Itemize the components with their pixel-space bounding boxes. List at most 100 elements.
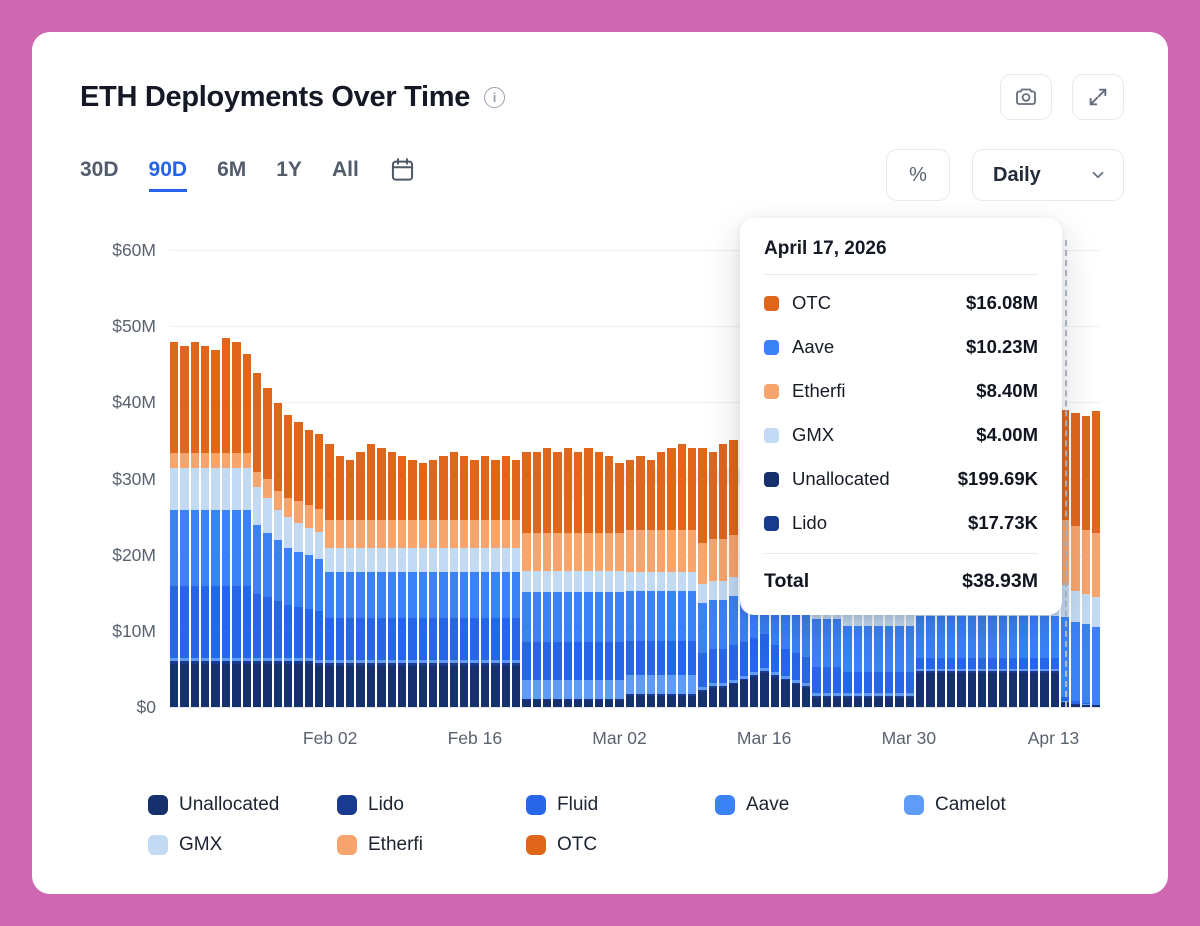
bar-segment-etherfi (553, 532, 562, 571)
chart-bar[interactable] (366, 444, 376, 707)
bar-segment-etherfi (304, 505, 314, 529)
chart-bar[interactable] (221, 338, 231, 707)
chart-bar[interactable] (283, 414, 293, 707)
legend-item-gmx[interactable]: GMX (148, 830, 337, 860)
chart-bar[interactable] (677, 444, 686, 707)
chart-bar[interactable] (542, 448, 552, 707)
tab-1y[interactable]: 1Y (276, 158, 302, 181)
chart-bar[interactable] (408, 459, 417, 707)
chart-bar[interactable] (636, 455, 645, 707)
bar-segment-gmx (636, 572, 645, 592)
bar-segment-lido (833, 696, 842, 698)
bar-segment-gmx (335, 547, 345, 573)
chart-bar[interactable] (491, 459, 500, 707)
chart-bar[interactable] (346, 459, 355, 707)
chart-bar[interactable] (252, 372, 262, 707)
bar-segment-gmx (180, 467, 189, 510)
chart-bar[interactable] (180, 346, 189, 707)
chart-bar[interactable] (170, 342, 179, 707)
chart-bar[interactable] (594, 451, 604, 707)
bar-segment-camelot (563, 679, 573, 699)
calendar-button[interactable] (389, 156, 416, 183)
tab-90d[interactable]: 90D (148, 158, 188, 192)
chart-bar[interactable] (325, 444, 334, 707)
interval-dropdown[interactable]: Daily (972, 149, 1124, 201)
chart-bar[interactable] (553, 451, 562, 707)
chart-bar[interactable] (698, 448, 707, 707)
chart-bar[interactable] (667, 448, 676, 707)
chart-bar[interactable] (397, 455, 407, 707)
chart-bar[interactable] (273, 403, 282, 707)
chart-bar[interactable] (232, 342, 241, 707)
bar-segment-lido (522, 698, 531, 701)
chart-bar[interactable] (1071, 413, 1080, 707)
info-icon[interactable]: i (484, 86, 506, 108)
chart-bar[interactable] (708, 451, 718, 707)
bar-segment-fluid (719, 649, 728, 684)
screenshot-button[interactable] (1000, 74, 1052, 120)
chart-bar[interactable] (263, 387, 272, 707)
legend-item-lido[interactable]: Lido (337, 790, 526, 820)
chart-bar[interactable] (211, 349, 220, 707)
bar-segment-fluid (677, 640, 686, 676)
bar-segment-etherfi (346, 520, 355, 548)
bar-segment-gmx (263, 498, 272, 533)
chart-bar[interactable] (428, 459, 438, 707)
bar-segment-etherfi (315, 509, 324, 532)
chart-bar[interactable] (625, 459, 635, 707)
chart-bar[interactable] (377, 448, 386, 707)
chart-bar[interactable] (439, 455, 448, 707)
chart-bar[interactable] (511, 459, 521, 707)
chart-tooltip: April 17, 2026 OTC $16.08M Aave $10.23M Ethe… (740, 218, 1062, 615)
chart-bar[interactable] (201, 346, 210, 707)
chart-bar[interactable] (687, 448, 697, 707)
tab-all[interactable]: All (331, 158, 359, 181)
bar-segment-camelot (729, 679, 738, 683)
chart-bar[interactable] (574, 451, 583, 707)
legend-item-etherfi[interactable]: Etherfi (337, 830, 526, 860)
chart-bar[interactable] (449, 451, 459, 707)
percent-toggle-button[interactable]: % (886, 149, 950, 201)
bar-segment-fluid (511, 617, 521, 660)
bar-segment-etherfi (263, 479, 272, 499)
legend-item-fluid[interactable]: Fluid (526, 790, 715, 820)
bar-segment-unallocated (1081, 705, 1090, 707)
legend-item-aave[interactable]: Aave (715, 790, 904, 820)
bar-segment-lido (687, 694, 697, 696)
chart-bar[interactable] (532, 451, 541, 707)
chart-bar[interactable] (460, 455, 469, 707)
chart-bar[interactable] (605, 455, 614, 707)
expand-button[interactable] (1072, 74, 1124, 120)
bar-segment-otc (656, 451, 666, 531)
chart-bar[interactable] (335, 455, 345, 707)
chart-bar[interactable] (656, 451, 666, 707)
bar-segment-lido (594, 698, 604, 701)
chart-bar[interactable] (729, 440, 738, 707)
chart-bar[interactable] (563, 448, 573, 707)
bar-segment-gmx (491, 547, 500, 573)
chart-bar[interactable] (190, 342, 200, 707)
legend-item-camelot[interactable]: Camelot (904, 790, 1093, 820)
tab-6m[interactable]: 6M (217, 158, 247, 181)
chart-bar[interactable] (356, 451, 365, 707)
chart-bar[interactable] (294, 422, 303, 707)
chart-bar[interactable] (584, 448, 593, 707)
chart-bar[interactable] (501, 455, 510, 707)
chart-bar[interactable] (1081, 416, 1090, 707)
chart-bar[interactable] (315, 433, 324, 707)
bar-segment-unallocated (470, 665, 479, 707)
chart-bar[interactable] (480, 455, 490, 707)
chart-bar[interactable] (522, 451, 531, 707)
chart-bar[interactable] (1091, 410, 1101, 707)
chart-bar[interactable] (615, 463, 624, 707)
chart-bar[interactable] (646, 459, 655, 707)
tab-30d[interactable]: 30D (80, 158, 119, 181)
chart-bar[interactable] (470, 459, 479, 707)
chart-bar[interactable] (304, 429, 314, 707)
chart-bar[interactable] (418, 463, 427, 707)
chart-bar[interactable] (387, 451, 396, 707)
legend-item-otc[interactable]: OTC (526, 830, 715, 860)
chart-bar[interactable] (242, 353, 251, 707)
legend-item-unallocated[interactable]: Unallocated (148, 790, 337, 820)
chart-bar[interactable] (719, 444, 728, 707)
